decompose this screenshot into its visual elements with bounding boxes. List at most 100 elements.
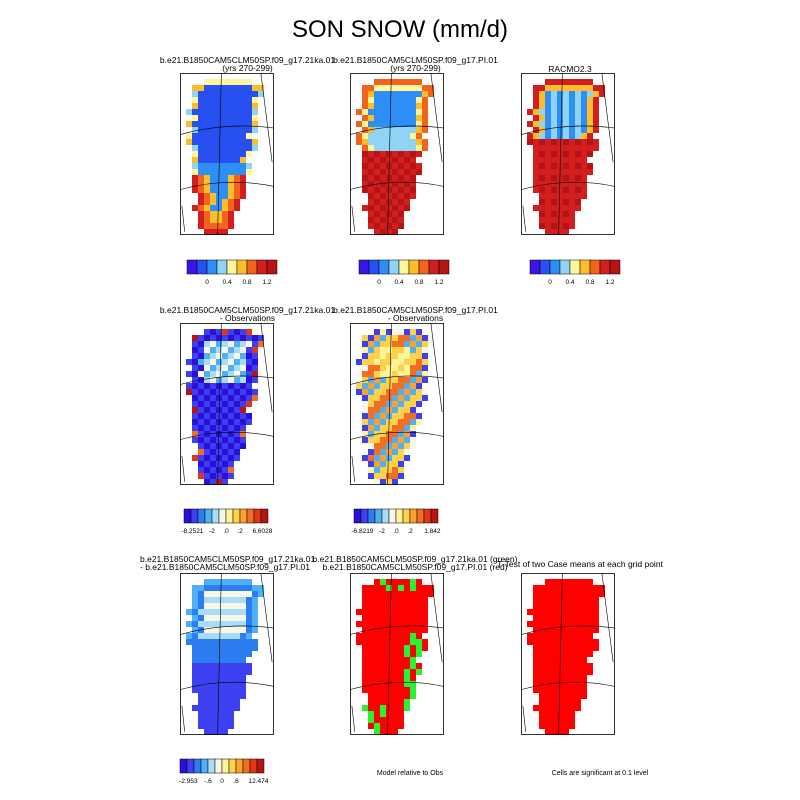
map-cell bbox=[228, 169, 234, 175]
map-cell bbox=[575, 97, 581, 103]
meridian-line bbox=[181, 205, 185, 232]
map-cell bbox=[557, 693, 563, 699]
map-cell bbox=[557, 603, 563, 609]
map-cell bbox=[557, 711, 563, 717]
map-cell bbox=[240, 627, 246, 633]
map-cell bbox=[204, 377, 210, 383]
map-cell bbox=[551, 627, 557, 633]
map-cell bbox=[258, 85, 264, 91]
map-cell bbox=[198, 419, 204, 425]
map-cell bbox=[258, 341, 264, 347]
map-cell bbox=[374, 145, 380, 151]
map-cell bbox=[368, 633, 374, 639]
map-cell bbox=[246, 151, 252, 157]
parallel-line bbox=[521, 181, 615, 190]
map-cell bbox=[404, 615, 410, 621]
map-cell bbox=[392, 353, 398, 359]
map-cell bbox=[416, 663, 422, 669]
map-cell bbox=[581, 621, 587, 627]
map-cell bbox=[374, 103, 380, 109]
map-cell bbox=[557, 139, 563, 145]
map-cell bbox=[234, 413, 240, 419]
map-cell bbox=[222, 633, 228, 639]
map-cell bbox=[216, 437, 222, 443]
map-cell bbox=[192, 687, 198, 693]
map-cell bbox=[557, 223, 563, 229]
map-cell bbox=[386, 609, 392, 615]
map-cell bbox=[362, 657, 368, 663]
map-cell bbox=[192, 585, 198, 591]
map-cell bbox=[192, 609, 198, 615]
map-cell bbox=[539, 139, 545, 145]
map-cell bbox=[539, 633, 545, 639]
map-cell bbox=[222, 371, 228, 377]
map-cell bbox=[398, 579, 404, 585]
map-cell bbox=[368, 425, 374, 431]
map-cell bbox=[362, 591, 368, 597]
map-cell bbox=[198, 609, 204, 615]
map-cell bbox=[204, 365, 210, 371]
map-cell bbox=[533, 97, 539, 103]
map-cell bbox=[410, 431, 416, 437]
map-cell bbox=[216, 401, 222, 407]
map-cell bbox=[422, 639, 428, 645]
map-cell bbox=[392, 579, 398, 585]
map-cell bbox=[404, 639, 410, 645]
map-cell bbox=[569, 717, 575, 723]
map-cell bbox=[216, 377, 222, 383]
colorbar-box bbox=[368, 259, 380, 275]
map-cell bbox=[563, 597, 569, 603]
map-cell bbox=[551, 229, 557, 235]
map-cell bbox=[392, 681, 398, 687]
map-cell bbox=[392, 699, 398, 705]
map-cell bbox=[404, 437, 410, 443]
map-cell bbox=[380, 109, 386, 115]
map-cell bbox=[362, 609, 368, 615]
map-cell bbox=[234, 597, 240, 603]
map-cell bbox=[551, 609, 557, 615]
map-cell bbox=[240, 413, 246, 419]
map-cell bbox=[246, 627, 252, 633]
map-cell bbox=[404, 187, 410, 193]
map-cell bbox=[392, 383, 398, 389]
colorbar-tick-label: -.6 bbox=[204, 778, 212, 785]
map-cell bbox=[581, 579, 587, 585]
map-cell bbox=[210, 687, 216, 693]
map-cell bbox=[374, 717, 380, 723]
map-cell bbox=[192, 163, 198, 169]
map-cell bbox=[539, 639, 545, 645]
map-cell bbox=[539, 115, 545, 121]
map-cell bbox=[362, 407, 368, 413]
map-cell bbox=[222, 657, 228, 663]
map-cell bbox=[210, 353, 216, 359]
map-cell bbox=[356, 121, 362, 127]
map-cell bbox=[545, 585, 551, 591]
map-cell bbox=[374, 639, 380, 645]
map-cell bbox=[362, 347, 368, 353]
colorbar-tick-label: 0 bbox=[377, 279, 381, 286]
map-cell bbox=[404, 627, 410, 633]
map-cell bbox=[228, 693, 234, 699]
map-cell bbox=[210, 669, 216, 675]
map-cell bbox=[587, 615, 593, 621]
map-cell bbox=[228, 371, 234, 377]
map-cell bbox=[557, 229, 563, 235]
map-cell bbox=[575, 669, 581, 675]
map-cell bbox=[404, 699, 410, 705]
meridian-line bbox=[217, 73, 222, 235]
map-cell bbox=[410, 169, 416, 175]
map-cell bbox=[210, 199, 216, 205]
map-cell bbox=[228, 663, 234, 669]
map-cell bbox=[204, 609, 210, 615]
map-cell bbox=[557, 717, 563, 723]
map-cell bbox=[539, 603, 545, 609]
map-cell bbox=[386, 109, 392, 115]
map-cell bbox=[216, 723, 222, 729]
map-cell bbox=[410, 419, 416, 425]
map-cell bbox=[234, 109, 240, 115]
map-cell bbox=[380, 115, 386, 121]
meridian-line bbox=[217, 573, 222, 735]
map-cell bbox=[422, 121, 428, 127]
map-cell bbox=[368, 615, 374, 621]
map-cell bbox=[392, 437, 398, 443]
